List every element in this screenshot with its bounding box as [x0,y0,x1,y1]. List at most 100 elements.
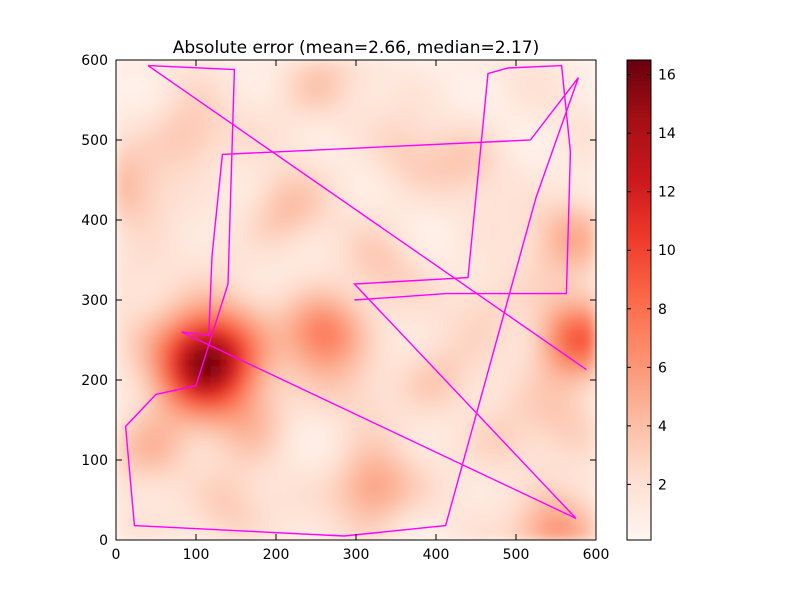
heatmap-cell [288,204,299,215]
heatmap-cell [202,444,213,455]
heatmap-cell [221,328,232,339]
heatmap-cell [442,348,453,359]
heatmap-cell [269,242,280,253]
heatmap-cell [154,242,165,253]
heatmap-cell [308,367,319,378]
heatmap-cell [346,127,357,138]
heatmap-cell [336,252,347,263]
heatmap-cell [519,520,530,531]
heatmap-cell [250,328,261,339]
heatmap-cell [144,338,155,349]
heatmap-cell [519,156,530,167]
heatmap-cell [557,223,568,234]
heatmap-cell [500,108,511,119]
heatmap-cell [173,453,184,464]
heatmap-cell [192,108,203,119]
heatmap-cell [548,415,559,426]
heatmap-cell [461,69,472,80]
heatmap-cell [269,415,280,426]
heatmap-cell [116,415,127,426]
heatmap-cell [557,444,568,455]
heatmap-cell [548,463,559,474]
heatmap-cell [336,146,347,157]
heatmap-cell [346,290,357,301]
heatmap-cell [528,242,539,253]
heatmap-cell [212,444,223,455]
heatmap-cell [250,453,261,464]
heatmap-cell [490,444,501,455]
heatmap-cell [480,98,491,109]
heatmap-cell [471,213,482,224]
heatmap-cell [173,463,184,474]
heatmap-cell [288,424,299,435]
heatmap-cell [490,261,501,272]
heatmap-cell [500,204,511,215]
heatmap-cell [394,357,405,368]
heatmap-cell [509,146,520,157]
heatmap-cell [260,386,271,397]
heatmap-cell [548,511,559,522]
heatmap-cell [576,290,587,301]
heatmap-cell [394,184,405,195]
heatmap-cell [317,482,328,493]
heatmap-cell [192,309,203,320]
heatmap-cell [432,396,443,407]
heatmap-cell [346,405,357,416]
heatmap-cell [490,472,501,483]
heatmap-cell [452,300,463,311]
heatmap-cell [298,223,309,234]
heatmap-cell [375,271,386,282]
heatmap-cell [375,127,386,138]
heatmap-cell [250,405,261,416]
heatmap-cell [221,175,232,186]
heatmap-cell [231,271,242,282]
heatmap-cell [509,213,520,224]
heatmap-cell [260,511,271,522]
heatmap-cell [288,252,299,263]
heatmap-cell [461,348,472,359]
heatmap-cell [586,108,596,119]
heatmap-cell [240,108,251,119]
heatmap-cell [260,376,271,387]
heatmap-cell [404,319,415,330]
heatmap-cell [490,184,501,195]
heatmap-cell [586,300,596,311]
heatmap-cell [212,184,223,195]
heatmap-cell [173,79,184,90]
heatmap-cell [576,88,587,99]
heatmap-cell [452,328,463,339]
heatmap-cell [567,396,578,407]
heatmap-cell [327,79,338,90]
heatmap-cell [538,223,549,234]
heatmap-cell [509,261,520,272]
heatmap-cell [509,184,520,195]
heatmap-cell [154,127,165,138]
heatmap-cell [183,376,194,387]
heatmap-cell [413,492,424,503]
heatmap-cell [480,242,491,253]
heatmap-cell [231,415,242,426]
heatmap-cell [413,530,424,540]
heatmap-cell [480,69,491,80]
heatmap-cell [240,396,251,407]
heatmap-cell [116,146,127,157]
heatmap-cell [394,434,405,445]
heatmap-cell [528,300,539,311]
heatmap-cell [154,252,165,263]
heatmap-cell [279,405,290,416]
heatmap-cell [384,328,395,339]
heatmap-cell [269,271,280,282]
heatmap-cell [567,328,578,339]
heatmap-cell [548,328,559,339]
heatmap-cell [173,290,184,301]
heatmap-cell [269,472,280,483]
heatmap-cell [125,520,136,531]
heatmap-cell [279,165,290,176]
heatmap-cell [442,472,453,483]
heatmap-cell [394,424,405,435]
heatmap-cell [557,511,568,522]
heatmap-cell [125,223,136,234]
heatmap-cell [173,530,184,540]
heatmap-cell [490,271,501,282]
heatmap-cell [471,60,482,71]
